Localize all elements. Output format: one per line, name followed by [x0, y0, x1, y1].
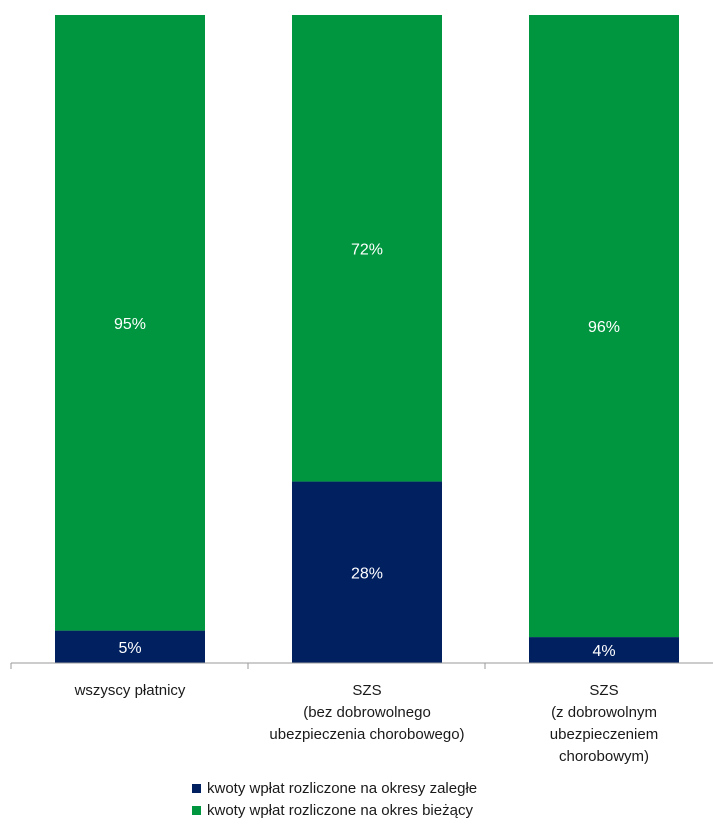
- data-label-s0-c1: 28%: [351, 565, 383, 582]
- category-label-0-line-0: wszyscy płatnicy: [74, 682, 186, 699]
- category-label-2-line-0: SZS: [589, 682, 618, 699]
- legend-label-current: kwoty wpłat rozliczone na okres bieżący: [207, 801, 473, 819]
- bars-layer: 5% 95% 28% 72% 4% 96%: [55, 15, 679, 663]
- data-label-s0-c0: 5%: [118, 640, 141, 657]
- bar-segment-s1-c2: [529, 15, 679, 638]
- x-axis: [10, 662, 713, 669]
- category-label-1-line-2: ubezpieczenia chorobowego): [269, 726, 464, 743]
- data-label-s0-c2: 4%: [592, 643, 615, 660]
- category-label-1-line-1: (bez dobrowolnego: [303, 704, 431, 721]
- category-label-2-line-2: ubezpieczeniem: [550, 726, 658, 743]
- data-label-s1-c1: 72%: [351, 241, 383, 258]
- category-labels: wszyscy płatnicy SZS (bez dobrowolnego ubez…: [74, 682, 659, 765]
- bar-segment-s1-c0: [55, 15, 205, 631]
- bar-segment-s1-c1: [292, 15, 442, 482]
- legend-swatch-current: [192, 805, 201, 815]
- legend-item-current: kwoty wpłat rozliczone na okres bieżący: [192, 799, 592, 821]
- category-label-2-line-3: chorobowym): [559, 748, 649, 765]
- legend-label-overdue: kwoty wpłat rozliczone na okresy zaległe: [207, 779, 478, 797]
- category-label-2-line-1: (z dobrowolnym: [551, 704, 657, 721]
- data-label-s1-c0: 95%: [114, 316, 146, 333]
- data-label-s1-c2: 96%: [588, 319, 620, 336]
- bar-segment-s0-c0: [55, 630, 205, 663]
- bar-segment-s0-c2: [529, 637, 679, 663]
- bar-segment-s0-c1: [292, 481, 442, 663]
- legend-item-overdue: kwoty wpłat rozliczone na okresy zaległe: [192, 777, 592, 799]
- category-label-1-line-0: SZS: [352, 682, 381, 699]
- legend-swatch-overdue: [192, 783, 201, 793]
- legend: kwoty wpłat rozliczone na okresy zaległe…: [192, 777, 592, 821]
